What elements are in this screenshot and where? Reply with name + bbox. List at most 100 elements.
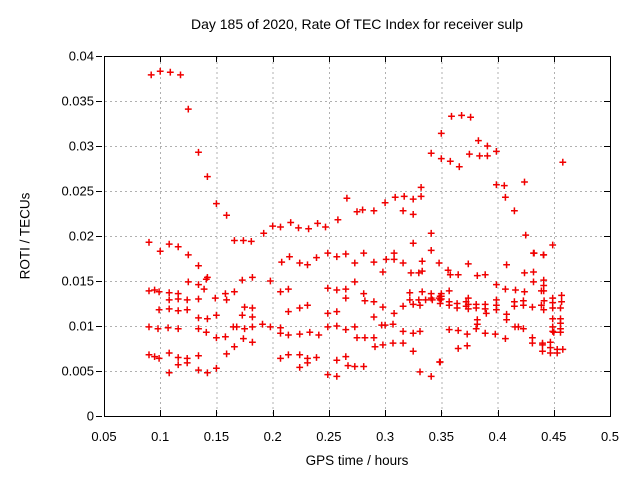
data-point-marker [342, 285, 350, 293]
data-point-marker [155, 355, 163, 362]
x-tick-label: 0.25 [316, 429, 341, 444]
data-point-marker [445, 301, 453, 309]
data-point-marker [324, 323, 332, 331]
data-point-marker [370, 334, 378, 342]
data-point-marker [427, 229, 435, 237]
data-point-marker [550, 328, 558, 336]
data-point-marker [409, 211, 417, 218]
data-point-marker [538, 287, 545, 295]
y-tick-label: 0.01 [69, 319, 94, 334]
data-point-marker [344, 362, 352, 369]
data-point-marker [558, 292, 565, 299]
data-point-marker [353, 208, 361, 216]
data-point-marker [277, 223, 284, 231]
data-point-marker [213, 311, 220, 319]
data-point-marker [351, 323, 359, 331]
data-point-marker [409, 347, 417, 355]
data-point-marker [409, 195, 417, 203]
data-point-marker [422, 296, 429, 304]
data-point-marker [174, 307, 182, 315]
data-point-marker [306, 328, 314, 336]
data-point-marker [444, 266, 452, 274]
data-point-marker [389, 320, 397, 328]
data-point-marker [464, 294, 472, 302]
data-point-marker [493, 148, 500, 155]
data-point-marker [324, 284, 332, 292]
data-point-marker [371, 343, 379, 351]
data-point-marker [491, 330, 499, 338]
data-point-marker [165, 349, 173, 357]
data-point-marker [343, 194, 351, 202]
data-point-marker [277, 355, 284, 362]
data-point-marker [278, 258, 286, 266]
data-point-marker [417, 193, 425, 200]
data-point-marker [416, 301, 424, 309]
data-point-marker [195, 352, 202, 360]
data-point-marker [304, 359, 311, 367]
data-point-marker [382, 256, 390, 263]
data-point-marker [446, 271, 454, 279]
data-point-marker [204, 315, 211, 323]
x-axis-label: GPS time / hours [305, 453, 409, 468]
data-point-marker [296, 304, 304, 312]
data-point-marker [409, 301, 417, 308]
data-point-marker [549, 241, 557, 249]
data-point-marker [454, 345, 462, 352]
data-point-marker [195, 314, 202, 322]
data-point-marker [540, 306, 548, 314]
data-point-marker [473, 320, 481, 328]
data-point-marker [296, 330, 304, 338]
data-point-marker [417, 184, 425, 191]
data-point-marker [539, 347, 546, 355]
data-point-marker [333, 286, 341, 294]
data-point-marker [538, 301, 545, 309]
data-point-marker [389, 339, 397, 347]
data-point-marker [512, 286, 519, 294]
data-point-marker [184, 251, 192, 259]
data-point-marker [399, 302, 407, 310]
data-point-marker [177, 71, 184, 79]
data-point-marker [151, 353, 158, 360]
data-point-marker [195, 148, 202, 156]
data-point-marker [448, 112, 455, 120]
data-point-marker [285, 285, 292, 293]
data-point-marker [530, 278, 537, 286]
data-point-marker [549, 328, 557, 335]
data-point-marker [481, 329, 489, 337]
data-point-marker [202, 275, 210, 283]
data-point-marker [445, 326, 453, 333]
data-point-marker [521, 288, 528, 296]
data-point-marker [458, 112, 465, 119]
data-point-marker [314, 220, 321, 227]
data-point-marker [213, 334, 220, 342]
data-point-marker [313, 354, 320, 361]
data-point-marker [540, 297, 548, 305]
data-point-marker [151, 286, 158, 294]
data-point-marker [466, 150, 473, 158]
data-point-marker [529, 303, 536, 311]
data-point-marker [213, 200, 220, 207]
data-point-marker [241, 325, 248, 333]
data-point-marker [503, 316, 510, 324]
plot-border [104, 56, 611, 417]
data-point-marker [285, 351, 292, 359]
data-point-marker [241, 303, 248, 311]
data-point-marker [502, 335, 509, 342]
x-tick-label: 0.15 [204, 429, 229, 444]
data-point-marker [473, 272, 481, 279]
data-point-marker [493, 181, 500, 189]
data-point-marker [547, 349, 554, 357]
data-point-marker [165, 369, 173, 377]
data-point-marker [296, 259, 304, 267]
data-point-marker [390, 310, 398, 317]
data-point-marker [285, 331, 292, 339]
data-point-marker [277, 329, 284, 337]
y-tick-label: 0.03 [69, 139, 94, 154]
data-point-marker [195, 325, 202, 333]
data-point-marker [453, 304, 461, 312]
data-point-marker [145, 351, 153, 359]
data-point-marker [183, 306, 191, 314]
chart-title: Day 185 of 2020, Rate Of TEC Index for r… [190, 16, 524, 32]
data-point-marker [184, 105, 192, 113]
y-tick-label: 0.02 [69, 229, 94, 244]
